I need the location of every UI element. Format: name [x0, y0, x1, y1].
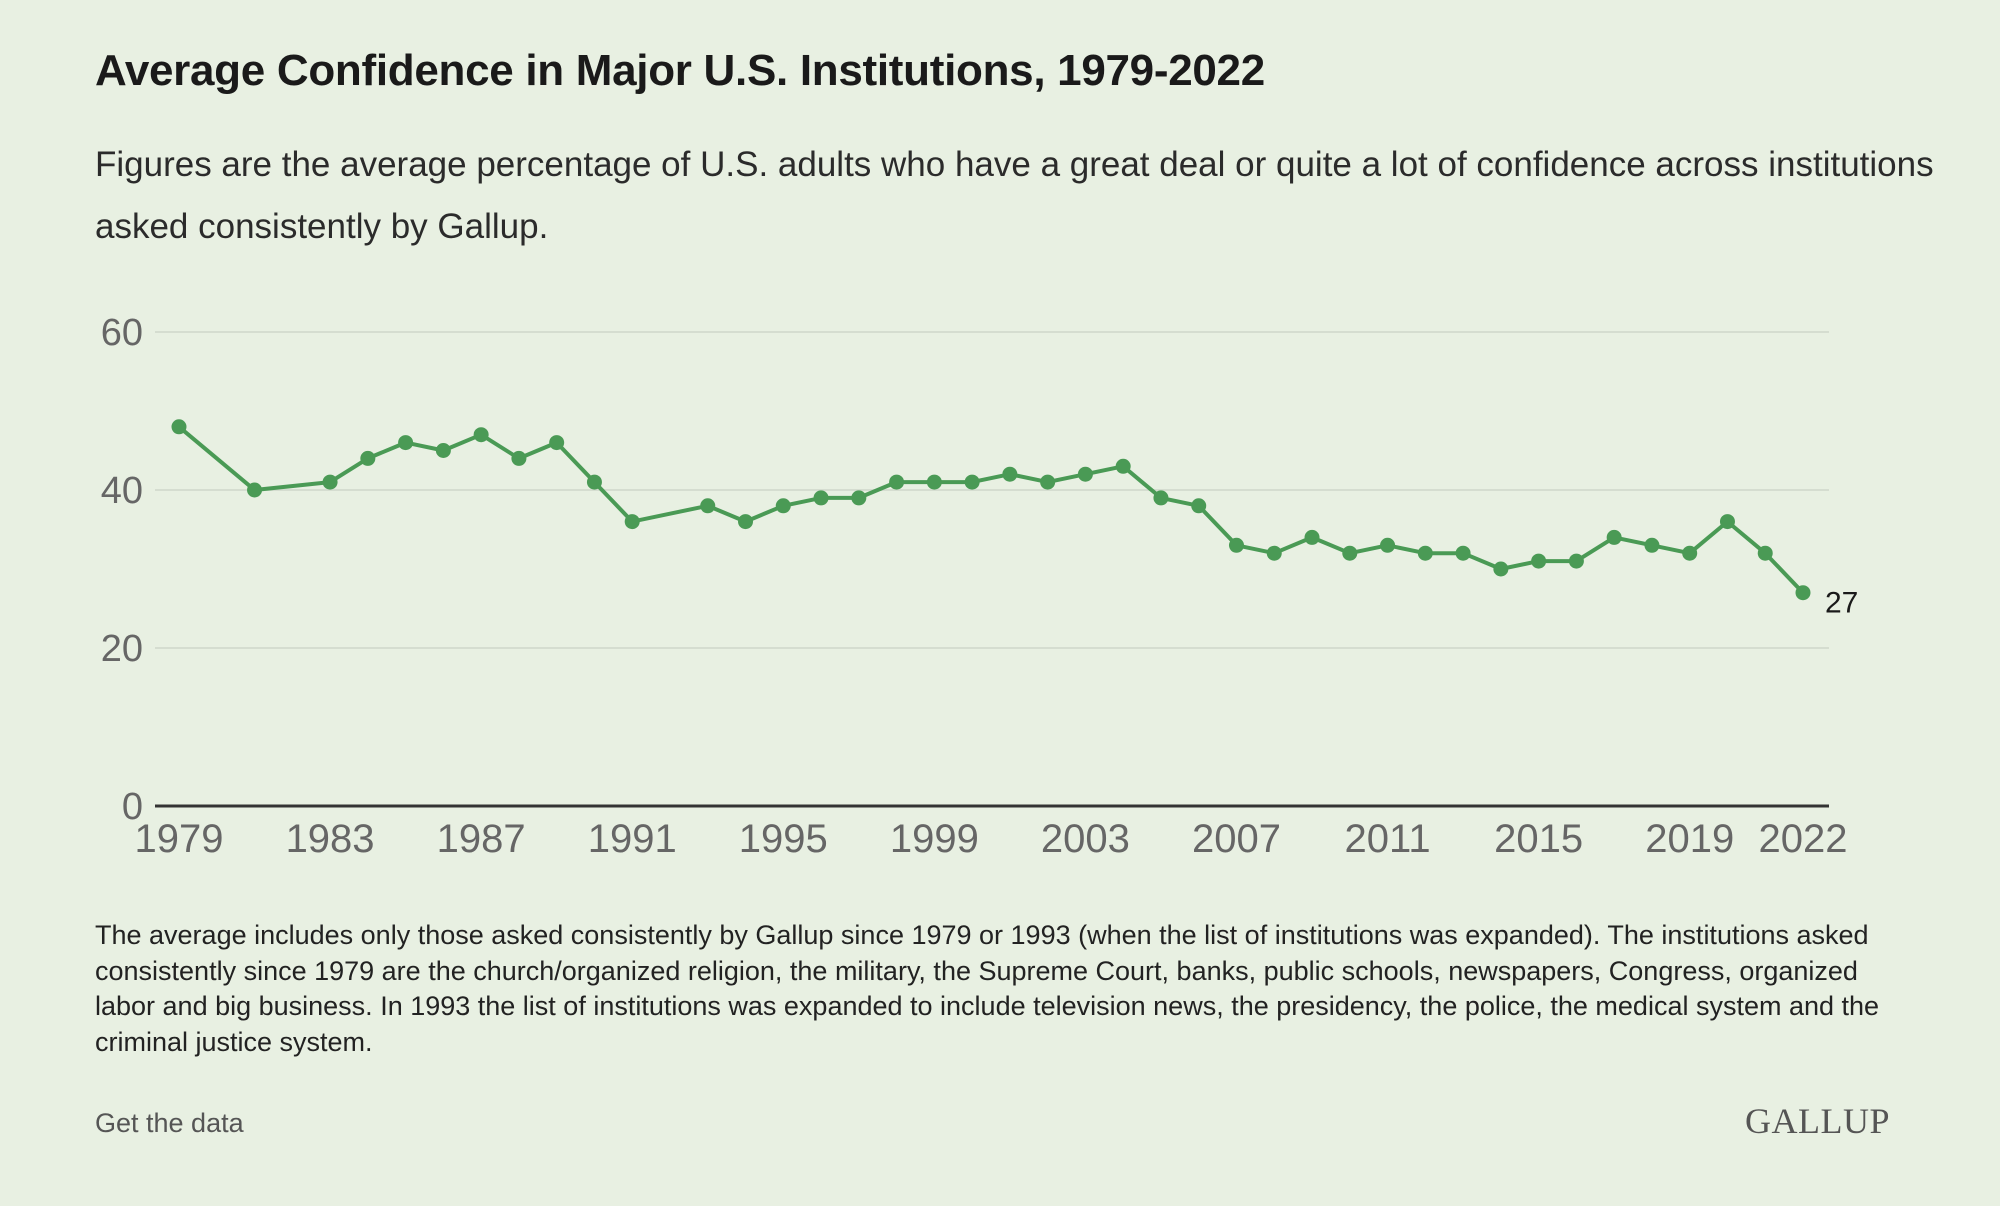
- data-point-2011: [1380, 537, 1396, 553]
- data-point-2014: [1493, 561, 1509, 577]
- data-point-1988: [511, 450, 527, 466]
- data-point-2004: [1115, 458, 1131, 474]
- data-point-1996: [813, 490, 829, 506]
- data-point-2009: [1304, 529, 1320, 545]
- x-tick-label: 2015: [1494, 817, 1583, 861]
- data-point-1985: [398, 435, 414, 451]
- x-tick-label: 1983: [286, 817, 375, 861]
- data-point-2000: [964, 474, 980, 490]
- y-tick-label: 0: [122, 786, 143, 828]
- footnote: The average includes only those asked co…: [95, 920, 1880, 1057]
- data-point-2012: [1417, 545, 1433, 561]
- data-point-2017: [1606, 529, 1622, 545]
- data-point-2007: [1228, 537, 1244, 553]
- data-point-1990: [586, 474, 602, 490]
- data-point-1991: [624, 514, 640, 530]
- data-point-1997: [851, 490, 867, 506]
- data-point-2003: [1077, 466, 1093, 482]
- data-point-2019: [1682, 545, 1698, 561]
- data-point-2005: [1153, 490, 1169, 506]
- data-point-2008: [1266, 545, 1282, 561]
- x-tick-label: 1999: [890, 817, 979, 861]
- x-tick-label: 2003: [1041, 817, 1130, 861]
- data-point-1994: [738, 514, 754, 530]
- data-point-2021: [1757, 545, 1773, 561]
- data-point-1979: [171, 419, 187, 435]
- data-point-1995: [775, 498, 791, 514]
- data-point-1981: [247, 482, 263, 498]
- data-point-2020: [1719, 514, 1735, 530]
- gallup-logo: GALLUP: [1745, 1101, 1890, 1141]
- y-tick-label: 60: [101, 312, 143, 354]
- x-tick-label: 1987: [437, 817, 526, 861]
- data-point-2010: [1342, 545, 1358, 561]
- data-point-1986: [435, 443, 451, 458]
- y-tick-label: 20: [101, 628, 143, 670]
- data-point-2015: [1531, 553, 1547, 569]
- x-tick-label: 2019: [1645, 817, 1734, 861]
- line-chart: 0 20 40 60 1979 1983 1987 1991 1995 1999 2003 2007 2…: [101, 312, 1859, 861]
- data-point-1989: [549, 435, 565, 451]
- data-point-2018: [1644, 537, 1660, 553]
- data-point-1999: [926, 474, 942, 490]
- end-value-label: 27: [1825, 587, 1858, 620]
- chart-subtitle: Figures are the average percentage of U.…: [95, 145, 1934, 246]
- x-tick-label: 1995: [739, 817, 828, 861]
- data-point-1998: [889, 474, 905, 490]
- series-line: [177, 425, 1805, 595]
- get-the-data-link[interactable]: Get the data: [95, 1108, 244, 1138]
- data-point-2001: [1002, 466, 1018, 482]
- x-tick-label: 2007: [1192, 817, 1281, 861]
- x-tick-label: 1979: [135, 817, 224, 861]
- data-point-2002: [1040, 474, 1056, 490]
- data-point-2016: [1568, 553, 1584, 569]
- data-point-1993: [700, 498, 716, 514]
- chart-title: Average Confidence in Major U.S. Institu…: [95, 46, 1265, 95]
- x-tick-label: 1991: [588, 817, 677, 861]
- data-point-2013: [1455, 545, 1471, 561]
- data-point-1987: [473, 427, 489, 443]
- x-tick-label: 2011: [1345, 817, 1431, 861]
- data-point-2006: [1191, 498, 1207, 514]
- x-tick-label: 2022: [1759, 817, 1848, 861]
- data-point-2022: [1795, 585, 1811, 601]
- data-point-1984: [360, 450, 376, 466]
- data-point-1983: [322, 474, 338, 490]
- y-tick-label: 40: [101, 470, 143, 512]
